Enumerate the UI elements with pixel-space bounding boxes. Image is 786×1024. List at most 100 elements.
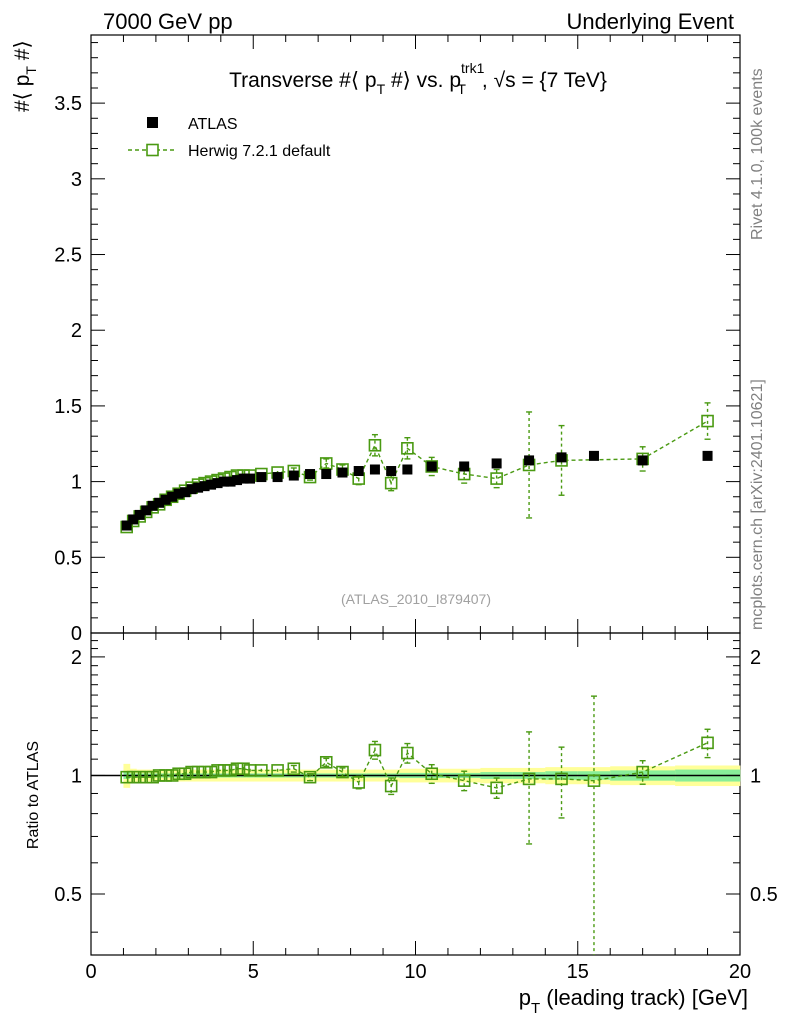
mc-point (587, 774, 601, 787)
mc-point (555, 772, 568, 786)
atlas-point (232, 475, 243, 486)
atlas-point (186, 484, 197, 495)
axis-ticks (90, 35, 741, 955)
mc-point (191, 765, 205, 779)
main-y-tick-label: 0.5 (54, 547, 82, 569)
ratio-y-tick-label: 2 (71, 647, 82, 669)
mc-point (237, 762, 250, 776)
x-tick-label: 0 (85, 961, 96, 983)
atlas-point (256, 472, 267, 483)
atlas-point (154, 497, 165, 508)
mc-point (401, 442, 414, 455)
legend: ATLAS Herwig 7.2.1 default (128, 116, 331, 160)
atlas-point (180, 487, 191, 498)
ratio-y-tick-labels: 0.5 0.5 1 1 2 2 (54, 647, 778, 906)
atlas-point (588, 450, 599, 461)
mc-point (224, 764, 237, 777)
main-y-tick-label: 2 (71, 320, 82, 342)
mc-point (490, 472, 503, 485)
ratio-herwig-series (120, 695, 714, 955)
atlas-point (491, 458, 502, 469)
ratio-y-tick-label: 0.5 (54, 884, 82, 906)
atlas-point (337, 467, 348, 478)
mc-point (701, 736, 714, 750)
mc-point (255, 764, 268, 777)
atlas-point (219, 476, 230, 487)
mc-point (319, 457, 333, 470)
x-axis-label: pT (leading track) [GeV] (519, 985, 748, 1017)
main-y-tick-label: 3.5 (54, 93, 82, 115)
atlas-point (353, 466, 364, 477)
mc-point (319, 755, 333, 769)
mc-point (425, 767, 439, 781)
x-tick-label: 15 (567, 961, 589, 983)
atlas-point (426, 461, 437, 472)
mc-point (303, 770, 317, 784)
mc-point (425, 460, 439, 473)
atlas-point (141, 505, 152, 516)
atlas-point (459, 461, 470, 472)
mc-point (133, 770, 146, 784)
mc-point (139, 770, 153, 784)
mc-point (165, 769, 179, 782)
mc-point (172, 767, 185, 781)
atlas-point (225, 476, 236, 487)
main-herwig-series (120, 402, 714, 534)
mc-point (368, 743, 382, 757)
main-y-tick-label: 1.5 (54, 396, 82, 418)
main-atlas-series (121, 450, 713, 531)
mc-point (217, 764, 231, 777)
ratio-y-axis-label: Ratio to ATLAS (25, 741, 42, 849)
main-y-tick-label: 2.5 (54, 245, 82, 267)
atlas-point (321, 469, 332, 480)
mc-point (522, 772, 536, 786)
legend-herwig-marker (146, 143, 159, 157)
mc-point (198, 765, 211, 779)
atlas-point (556, 452, 567, 463)
mc-point (336, 765, 349, 779)
atlas-point (160, 494, 171, 505)
atlas-point (121, 520, 132, 531)
main-y-tick-labels: 0 0.5 1 1.5 2 2.5 3 3.5 (54, 93, 82, 645)
analysis-watermark: (ATLAS_2010_I879407) (341, 591, 491, 607)
mc-point (352, 776, 366, 789)
atlas-point (369, 464, 380, 475)
mc-point (211, 764, 224, 777)
atlas-point (272, 472, 283, 483)
header-right-label: Underlying Event (566, 9, 734, 34)
mc-point (152, 769, 166, 782)
x-tick-label: 5 (248, 961, 259, 983)
atlas-point (206, 479, 217, 490)
side-label-mcplots: mcplots.cern.ch [arXiv:2401.10621] (749, 379, 766, 630)
mc-point (271, 764, 284, 777)
atlas-point (167, 491, 178, 502)
chart-title: Transverse #⟨ pT #⟩ vs. ptrk1 T, √s = {7 … (229, 60, 607, 97)
atlas-point (702, 450, 713, 461)
x-tick-label: 10 (404, 961, 426, 983)
ratio-y-tick-label-right: 1 (750, 765, 761, 787)
legend-atlas-marker (147, 117, 158, 128)
mc-point (204, 765, 218, 779)
header-left-label: 7000 GeV pp (103, 9, 233, 34)
legend-herwig-label: Herwig 7.2.1 default (188, 143, 331, 160)
atlas-point (199, 481, 210, 492)
mc-point (701, 414, 714, 428)
atlas-point (147, 500, 158, 511)
mc-point (457, 774, 471, 787)
atlas-point (134, 509, 145, 520)
mc-point (185, 765, 198, 779)
mc-point (126, 770, 140, 784)
main-y-tick-label: 1 (71, 472, 82, 494)
mc-point (384, 476, 398, 490)
atlas-point (386, 466, 397, 477)
atlas-point (288, 470, 299, 481)
atlas-point (245, 473, 256, 484)
ratio-y-tick-label-right: 2 (750, 647, 761, 669)
atlas-point (402, 464, 413, 475)
mc-point (401, 746, 414, 760)
mc-point (384, 779, 398, 793)
mc-point (368, 438, 382, 452)
atlas-point (173, 488, 184, 499)
x-tick-labels: 0 5 10 15 20 (85, 961, 751, 983)
